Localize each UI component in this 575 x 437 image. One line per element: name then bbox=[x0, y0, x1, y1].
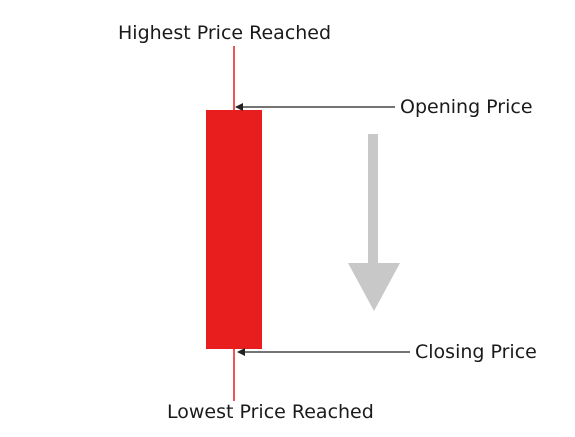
lowest-price-label: Lowest Price Reached bbox=[167, 401, 374, 423]
opening-price-label: Opening Price bbox=[400, 96, 533, 118]
closing-price-label: Closing Price bbox=[415, 341, 537, 363]
candle-body bbox=[206, 110, 262, 349]
highest-price-label: Highest Price Reached bbox=[118, 22, 332, 44]
down-arrow-icon bbox=[348, 134, 400, 311]
